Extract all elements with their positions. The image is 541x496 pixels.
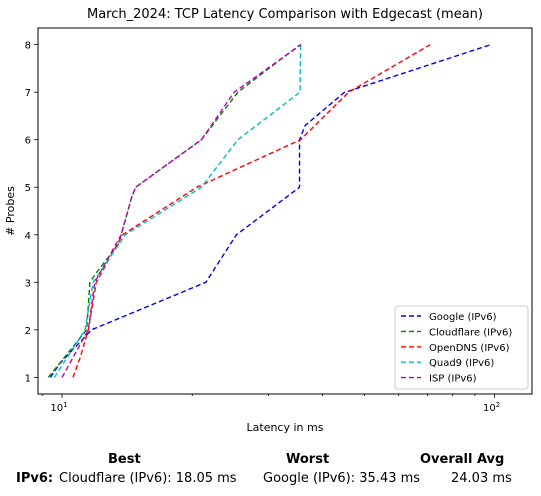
y-tick-label: 1 [25,373,31,384]
y-tick-label: 8 [25,41,31,52]
y-tick-label: 7 [25,88,31,99]
y-tick-label: 2 [25,326,31,337]
overall-avg-value: 24.03 ms [451,471,512,486]
latency-chart: March_2024: TCP Latency Comparison with … [4,7,533,434]
worst-header: Worst [286,452,330,467]
series-line-opendns-ipv6 [72,44,431,378]
y-tick-label: 6 [25,136,31,147]
y-tick-label: 4 [25,231,31,242]
plot-frame [37,27,533,395]
y-axis: 1 2 3 4 5 6 7 8 [25,41,38,384]
plot-area [47,43,492,378]
legend-box [394,305,529,390]
ipv6-row-label: IPv6: [16,471,54,486]
worst-value: Google (IPv6): 35.43 ms [263,471,421,486]
x-tick-label: 102 [483,401,500,414]
x-tick-label: 101 [50,401,67,414]
legend-label: OpenDNS (IPv6) [429,343,510,354]
best-value: Cloudflare (IPv6): 18.05 ms [59,471,237,486]
legend-label: ISP (IPv6) [429,374,477,385]
series-line-isp-ipv6 [61,44,302,378]
y-axis-label: # Probes [4,186,17,236]
overall-avg-header: Overall Avg [420,452,505,467]
legend-label: Quad9 (IPv6) [429,358,494,369]
y-tick-label: 5 [25,183,31,194]
series-line-google-ipv6 [49,43,492,378]
legend-label: Cloudflare (IPv6) [429,327,512,338]
series-line-cloudflare-ipv6 [47,44,301,378]
chart-title: March_2024: TCP Latency Comparison with … [87,7,483,22]
legend-label: Google (IPv6) [429,312,497,323]
legend: Google (IPv6) Cloudflare (IPv6) OpenDNS (I… [394,305,529,390]
x-axis-label: Latency in ms [247,421,324,434]
best-header: Best [108,452,141,467]
y-tick-label: 3 [25,278,31,289]
series-line-quad9-ipv6 [53,44,302,378]
x-axis: 101 102 [41,394,500,414]
